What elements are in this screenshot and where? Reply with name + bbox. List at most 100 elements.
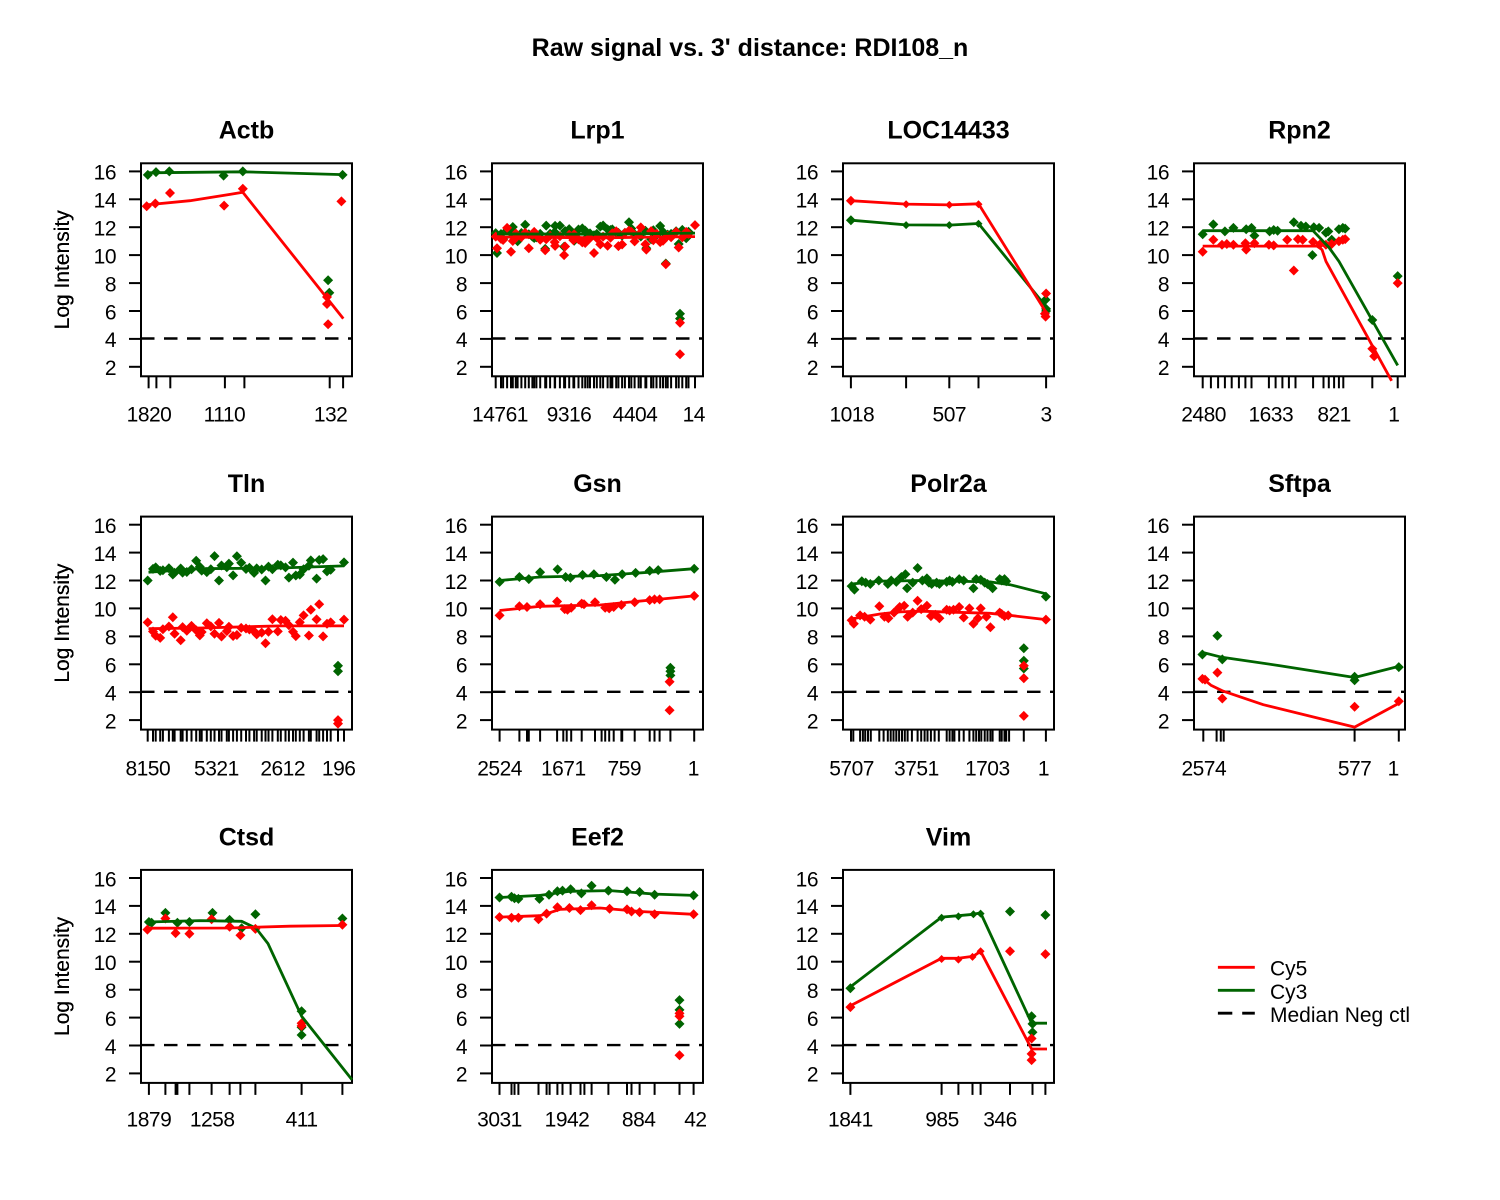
svg-text:4: 4	[807, 1036, 819, 1059]
svg-text:Log Intensity: Log Intensity	[51, 916, 74, 1036]
svg-text:10: 10	[445, 952, 467, 975]
svg-text:884: 884	[622, 1109, 656, 1132]
svg-text:4404: 4404	[613, 404, 659, 427]
svg-text:Raw signal vs. 3' distance: RD: Raw signal vs. 3' distance: RDI108_n	[532, 34, 969, 62]
svg-text:14: 14	[94, 190, 117, 213]
svg-text:8: 8	[456, 273, 467, 296]
svg-text:2612: 2612	[260, 758, 305, 781]
svg-text:6: 6	[1158, 301, 1169, 324]
svg-text:5707: 5707	[829, 758, 874, 781]
svg-text:Log Intensity: Log Intensity	[51, 563, 74, 683]
svg-text:12: 12	[445, 571, 467, 594]
svg-text:Ctsd: Ctsd	[219, 823, 275, 851]
svg-text:Actb: Actb	[219, 117, 275, 145]
svg-text:14: 14	[445, 896, 468, 919]
svg-text:Log Intensity: Log Intensity	[51, 210, 74, 330]
svg-text:1258: 1258	[190, 1109, 235, 1132]
svg-text:2: 2	[456, 357, 467, 380]
svg-text:4: 4	[105, 683, 117, 706]
svg-text:14: 14	[445, 190, 468, 213]
svg-text:2: 2	[105, 710, 116, 733]
svg-text:10: 10	[796, 245, 818, 268]
svg-text:5321: 5321	[194, 758, 239, 781]
svg-text:10: 10	[796, 952, 818, 975]
svg-text:Log Intensity: Log Intensity	[51, 916, 74, 1036]
svg-text:1671: 1671	[541, 758, 586, 781]
svg-text:759: 759	[608, 758, 642, 781]
svg-text:16: 16	[445, 162, 467, 185]
svg-text:12: 12	[1147, 571, 1169, 594]
svg-text:Sftpa: Sftpa	[1268, 470, 1332, 498]
svg-text:1942: 1942	[545, 1109, 590, 1132]
svg-text:1: 1	[688, 758, 699, 781]
svg-text:10: 10	[445, 599, 467, 622]
svg-text:8: 8	[807, 980, 818, 1003]
svg-text:6: 6	[456, 655, 467, 678]
svg-text:4: 4	[105, 329, 117, 352]
svg-text:14761: 14761	[472, 404, 528, 427]
svg-text:12: 12	[796, 571, 818, 594]
svg-text:6: 6	[807, 655, 818, 678]
svg-text:Gsn: Gsn	[573, 470, 622, 498]
svg-text:1: 1	[1038, 758, 1049, 781]
svg-text:12: 12	[94, 218, 116, 241]
svg-text:12: 12	[445, 218, 467, 241]
svg-text:6: 6	[105, 655, 116, 678]
svg-text:8: 8	[105, 627, 116, 650]
svg-text:8: 8	[1158, 273, 1169, 296]
svg-text:2: 2	[807, 710, 818, 733]
svg-text:1633: 1633	[1248, 404, 1293, 427]
svg-text:2: 2	[456, 710, 467, 733]
svg-text:4: 4	[456, 683, 468, 706]
svg-text:6: 6	[456, 1008, 467, 1031]
svg-text:411: 411	[286, 1109, 318, 1132]
svg-text:8: 8	[456, 980, 467, 1003]
svg-text:Polr2a: Polr2a	[910, 470, 988, 498]
svg-text:16: 16	[1147, 162, 1169, 185]
svg-text:12: 12	[1147, 218, 1169, 241]
svg-text:132: 132	[314, 404, 348, 427]
svg-text:2: 2	[105, 1064, 116, 1087]
svg-text:Log Intensity: Log Intensity	[51, 563, 74, 683]
svg-text:Log Intensity: Log Intensity	[51, 563, 74, 683]
svg-text:3751: 3751	[894, 758, 939, 781]
svg-text:Log Intensity: Log Intensity	[51, 210, 74, 330]
svg-text:14: 14	[94, 543, 117, 566]
svg-text:1703: 1703	[965, 758, 1010, 781]
svg-text:16: 16	[796, 868, 818, 891]
svg-text:Log Intensity: Log Intensity	[51, 210, 74, 330]
svg-text:8: 8	[807, 273, 818, 296]
svg-text:Log Intensity: Log Intensity	[51, 916, 74, 1036]
svg-text:Vim: Vim	[926, 823, 971, 851]
svg-text:10: 10	[94, 952, 116, 975]
svg-text:10: 10	[796, 599, 818, 622]
svg-text:4: 4	[1158, 329, 1170, 352]
svg-text:Eef2: Eef2	[571, 823, 624, 851]
svg-text:8: 8	[807, 627, 818, 650]
svg-text:Median Neg ctl: Median Neg ctl	[1270, 1004, 1410, 1027]
svg-text:2: 2	[105, 357, 116, 380]
svg-text:Tln: Tln	[228, 470, 266, 498]
svg-text:8: 8	[105, 273, 116, 296]
svg-text:821: 821	[1317, 404, 1351, 427]
svg-text:14: 14	[683, 404, 706, 427]
svg-text:10: 10	[94, 599, 116, 622]
svg-text:Log Intensity: Log Intensity	[51, 210, 74, 330]
svg-text:3031: 3031	[477, 1109, 522, 1132]
svg-text:16: 16	[94, 162, 116, 185]
svg-text:985: 985	[925, 1109, 959, 1132]
svg-text:9316: 9316	[547, 404, 592, 427]
svg-text:14: 14	[796, 543, 819, 566]
svg-text:507: 507	[933, 404, 967, 427]
svg-text:1110: 1110	[204, 404, 246, 427]
svg-text:10: 10	[94, 245, 116, 268]
svg-text:2574: 2574	[1181, 758, 1227, 781]
svg-text:2: 2	[807, 357, 818, 380]
svg-text:Rpn2: Rpn2	[1268, 117, 1331, 145]
svg-text:4: 4	[807, 329, 819, 352]
svg-text:16: 16	[445, 515, 467, 538]
svg-text:10: 10	[1147, 599, 1169, 622]
svg-text:6: 6	[105, 1008, 116, 1031]
svg-text:12: 12	[94, 571, 116, 594]
svg-text:14: 14	[1147, 190, 1170, 213]
